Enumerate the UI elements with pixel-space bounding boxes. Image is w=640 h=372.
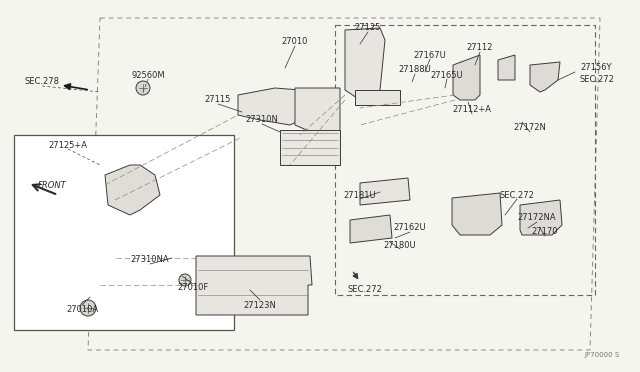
Text: SEC.272: SEC.272 — [580, 76, 615, 84]
Text: SEC.272: SEC.272 — [348, 285, 383, 295]
Polygon shape — [238, 88, 310, 125]
Text: 27115: 27115 — [205, 96, 231, 105]
Text: 27310NA: 27310NA — [131, 256, 170, 264]
Polygon shape — [280, 130, 340, 165]
Text: 27165U: 27165U — [431, 71, 463, 80]
Polygon shape — [350, 215, 392, 243]
Text: 27112: 27112 — [467, 44, 493, 52]
Circle shape — [179, 274, 191, 286]
Polygon shape — [360, 178, 410, 205]
Circle shape — [80, 300, 96, 316]
Polygon shape — [105, 165, 160, 215]
Text: 27180U: 27180U — [384, 241, 416, 250]
Text: 27310N: 27310N — [246, 115, 278, 125]
Text: 27010A: 27010A — [66, 305, 98, 314]
Polygon shape — [295, 88, 340, 138]
Bar — [335, 25, 595, 295]
Text: 27156Y: 27156Y — [580, 64, 611, 73]
Text: SEC.272: SEC.272 — [500, 190, 534, 199]
Text: 27010F: 27010F — [177, 283, 209, 292]
Polygon shape — [355, 90, 400, 105]
Text: 27123N: 27123N — [244, 301, 276, 310]
Text: 92560M: 92560M — [131, 71, 165, 80]
Text: 27112+A: 27112+A — [452, 106, 492, 115]
Text: 27125: 27125 — [355, 23, 381, 32]
Text: 27172N: 27172N — [513, 124, 547, 132]
Polygon shape — [453, 55, 480, 100]
Text: JP70000 S: JP70000 S — [585, 352, 620, 358]
Text: 27181U: 27181U — [344, 190, 376, 199]
Text: 27162U: 27162U — [394, 224, 426, 232]
Text: 27170: 27170 — [532, 228, 558, 237]
Text: 27010: 27010 — [282, 38, 308, 46]
Text: SEC.278: SEC.278 — [24, 77, 60, 87]
Bar — [14, 135, 234, 330]
Polygon shape — [452, 193, 502, 235]
Text: 27188U: 27188U — [399, 65, 431, 74]
Text: 27125+A: 27125+A — [49, 141, 88, 150]
Polygon shape — [196, 256, 312, 315]
Text: 27167U: 27167U — [413, 51, 446, 60]
Text: 27172NA: 27172NA — [518, 214, 556, 222]
Polygon shape — [530, 62, 560, 92]
Polygon shape — [520, 200, 562, 235]
Polygon shape — [345, 28, 385, 100]
Polygon shape — [498, 55, 515, 80]
Circle shape — [136, 81, 150, 95]
Polygon shape — [88, 18, 600, 350]
Text: FRONT: FRONT — [38, 180, 67, 189]
